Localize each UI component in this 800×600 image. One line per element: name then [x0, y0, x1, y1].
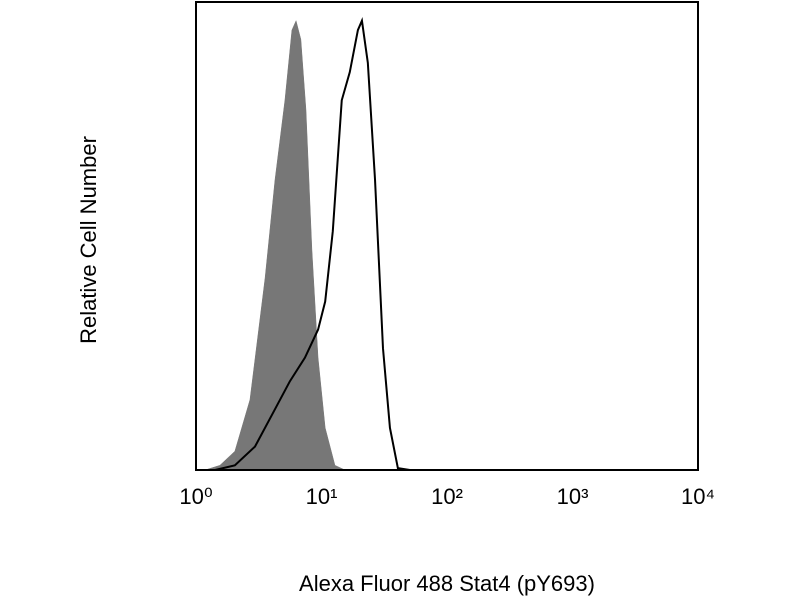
y-axis-label: Relative Cell Number [76, 136, 101, 344]
x-tick-label: 10⁰ [179, 484, 212, 509]
x-tick-label: 10² [431, 484, 463, 509]
outline-histogram [214, 17, 698, 471]
x-tick-label: 10³ [557, 484, 589, 509]
filled-histogram [204, 19, 346, 471]
x-axis-label: Alexa Fluor 488 Stat4 (pY693) [299, 571, 595, 596]
plot-frame [195, 1, 699, 471]
x-tick-label: 10⁴ [681, 484, 715, 509]
x-tick-label: 10¹ [306, 484, 338, 509]
